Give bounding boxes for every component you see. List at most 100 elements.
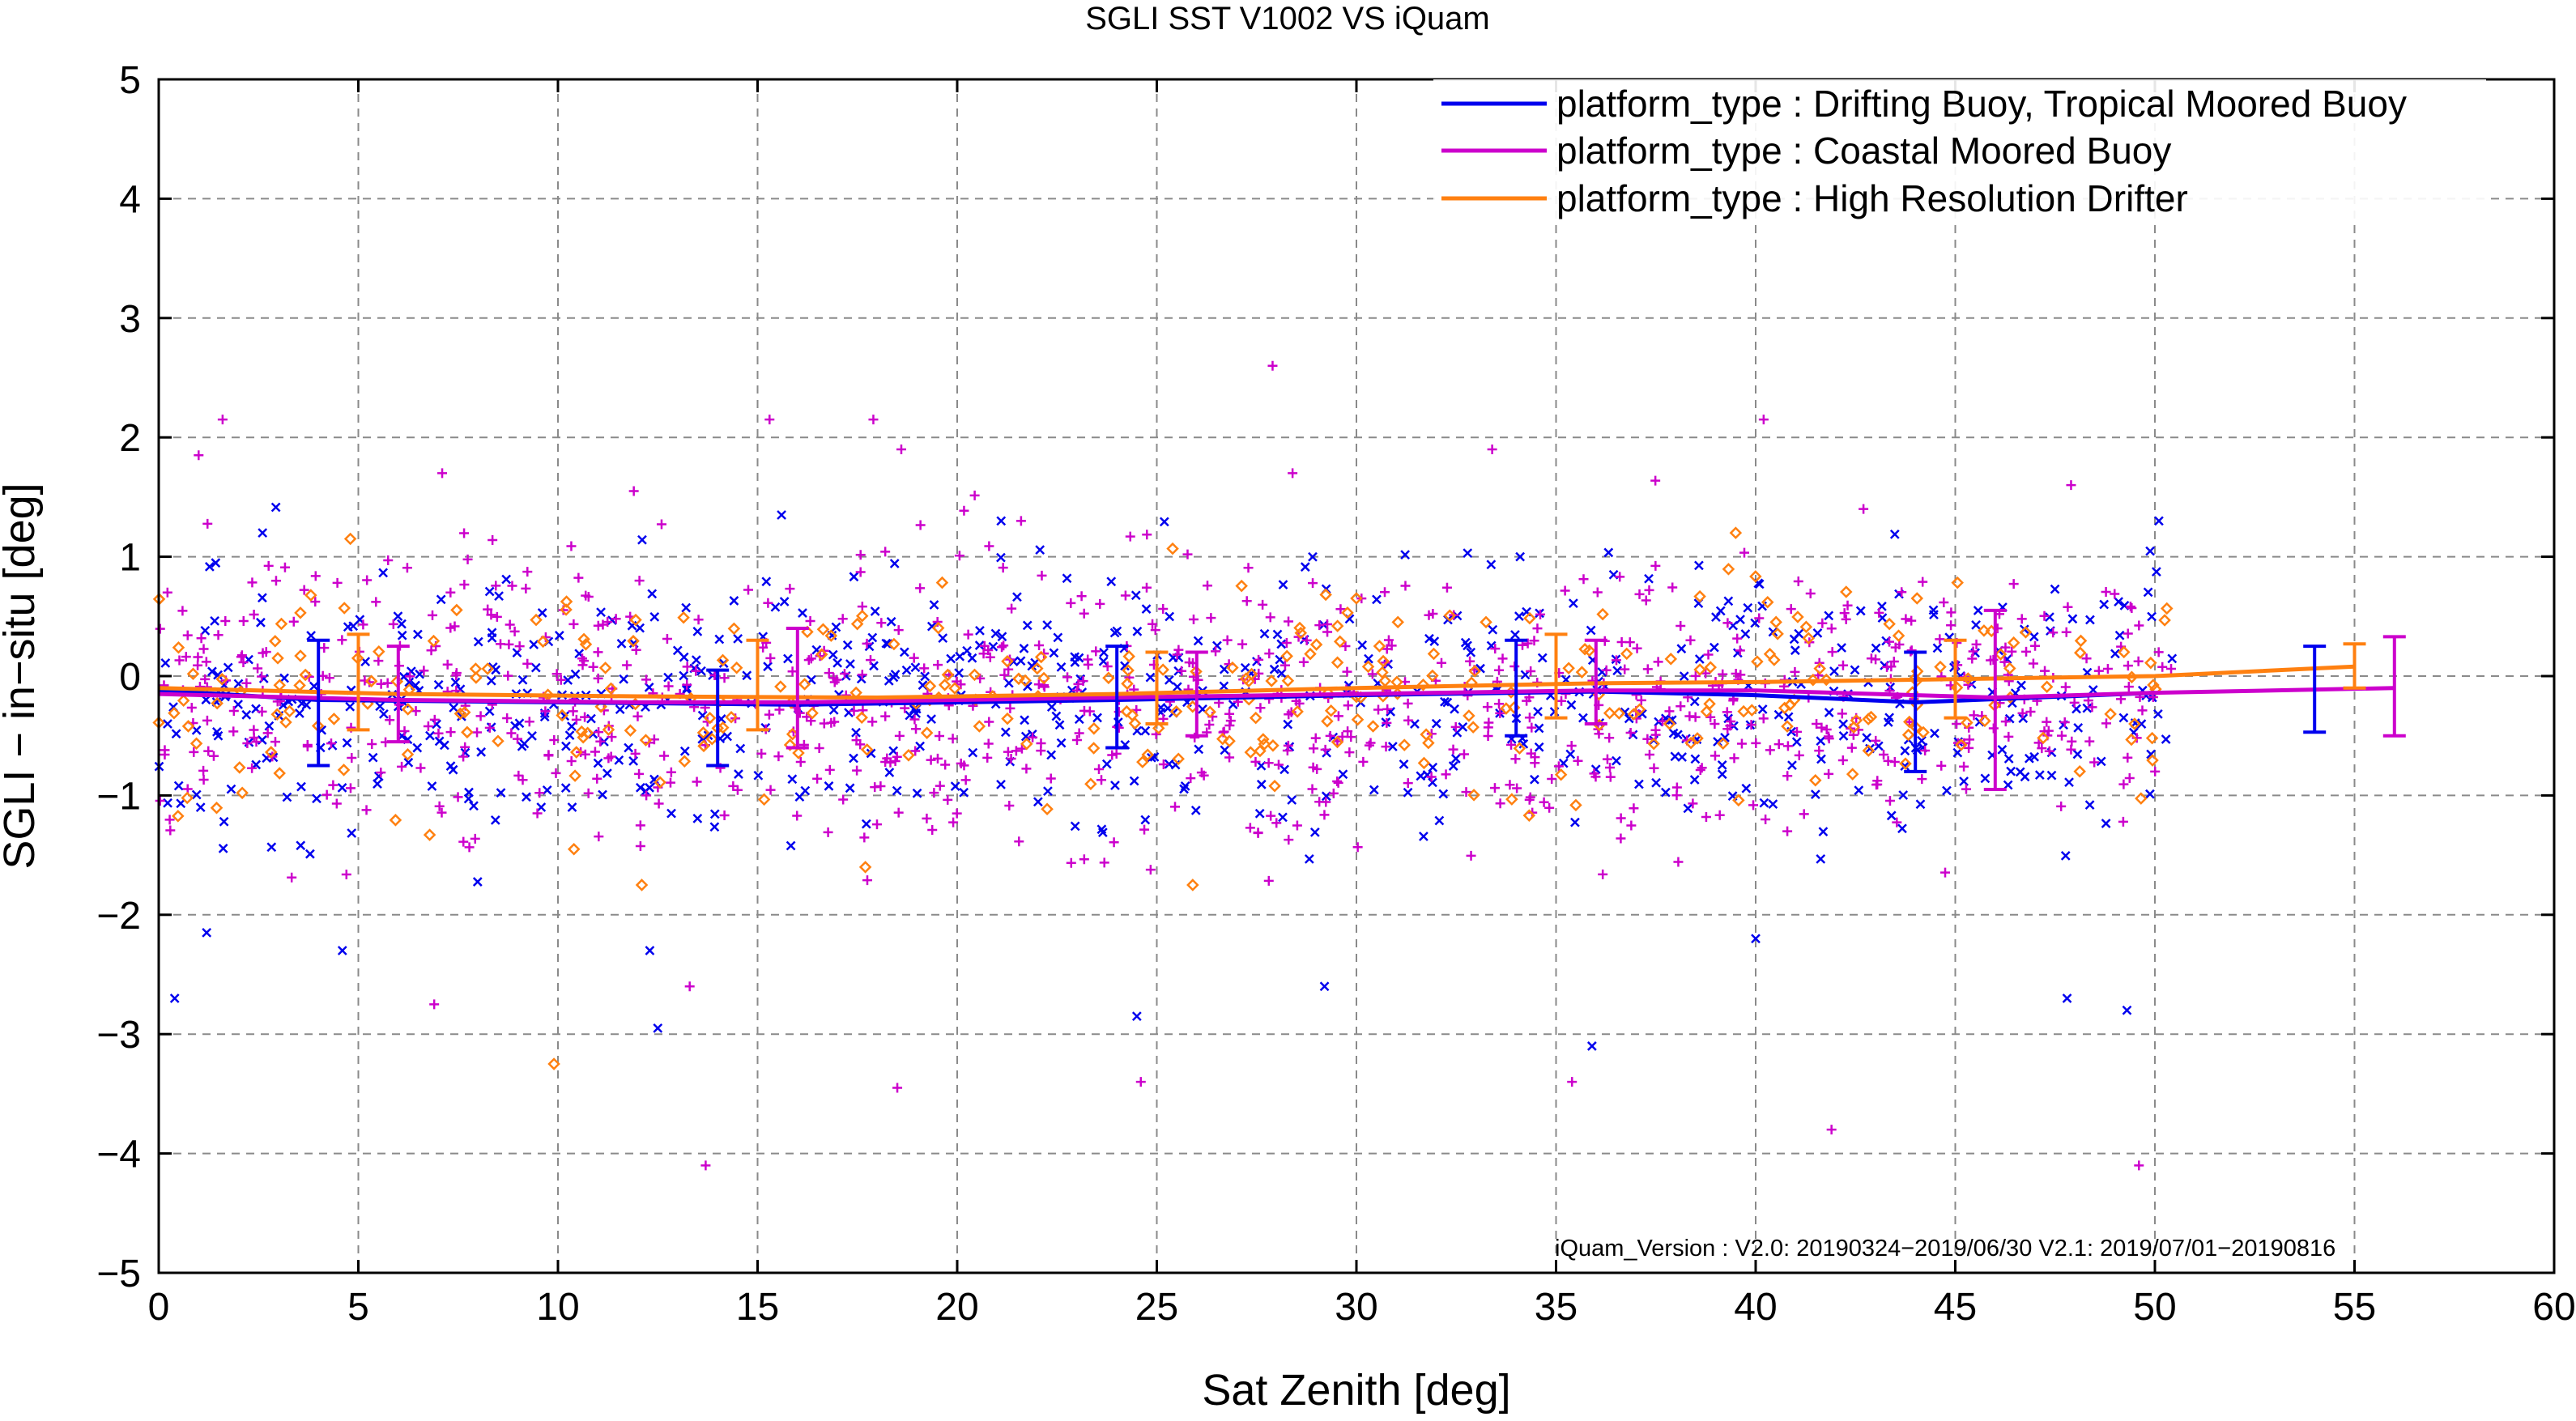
- data-point-545: [1526, 722, 1537, 733]
- data-point-824: [1748, 800, 1759, 810]
- data-point-567: [415, 763, 426, 773]
- data-point-579: [1092, 713, 1102, 723]
- data-point-582: [1383, 635, 1394, 645]
- data-point-163: [177, 606, 188, 616]
- data-point-876: [1598, 869, 1608, 879]
- data-point-98: [505, 619, 515, 630]
- data-point-326: [635, 879, 649, 891]
- data-point-356: [1250, 756, 1261, 767]
- data-point-177: [1443, 609, 1457, 623]
- data-point-354: [445, 623, 456, 633]
- data-point-771: [940, 759, 951, 770]
- data-point-782: [998, 563, 1008, 573]
- data-point-773: [693, 615, 704, 625]
- data-point-515: [510, 721, 520, 731]
- data-point-274: [362, 575, 373, 585]
- error-bar: [1944, 638, 1967, 720]
- data-point-70: [1570, 817, 1580, 827]
- data-point-6: [458, 836, 469, 847]
- data-point-78: [1206, 613, 1216, 623]
- data-point-420: [1736, 738, 1747, 749]
- data-point-535: [1255, 703, 1266, 713]
- data-point-81: [556, 674, 566, 685]
- data-point-239: [1121, 677, 1134, 691]
- data-point-153: [168, 706, 181, 720]
- data-point-288: [502, 713, 513, 723]
- data-point-693: [2123, 682, 2134, 692]
- data-point-326: [514, 718, 525, 729]
- data-point-204: [1514, 611, 1524, 621]
- data-point-850: [1095, 598, 1105, 609]
- data-point-907: [764, 415, 775, 425]
- data-point-285: [181, 720, 195, 733]
- data-point-123: [233, 761, 246, 774]
- data-point-61: [984, 717, 994, 727]
- data-point-67: [892, 751, 902, 762]
- data-point-204: [1951, 576, 1964, 589]
- data-point-424: [1021, 764, 1032, 774]
- data-point-8: [2101, 718, 2111, 729]
- data-point-662: [513, 734, 523, 744]
- data-point-285: [1328, 788, 1339, 798]
- data-point-412: [1034, 640, 1045, 651]
- data-point-329: [1838, 719, 1849, 730]
- data-point-132: [1791, 611, 1804, 623]
- data-point-106: [1700, 705, 1714, 718]
- data-point-149: [1513, 742, 1526, 755]
- data-point-841: [1782, 826, 1793, 836]
- data-point-535: [709, 822, 720, 832]
- data-point-183: [1790, 666, 1800, 677]
- data-point-76: [542, 785, 552, 795]
- data-point-444: [182, 630, 193, 640]
- data-point-429: [1043, 786, 1053, 796]
- data-point-659: [787, 774, 798, 785]
- data-point-704: [645, 946, 655, 955]
- data-point-294: [955, 651, 965, 662]
- data-point-318: [2127, 602, 2137, 613]
- data-point-325: [2123, 752, 2133, 763]
- y-tick-label: 0: [119, 656, 141, 699]
- data-point-244: [1001, 654, 1014, 668]
- data-point-849: [1824, 734, 1834, 744]
- data-point-767: [1253, 827, 1263, 838]
- data-point-145: [2110, 649, 2120, 659]
- data-point-314: [1759, 798, 1769, 808]
- data-point-807: [641, 674, 652, 685]
- data-point-368: [524, 717, 534, 727]
- data-point-128: [1935, 634, 1945, 645]
- data-point-510: [388, 619, 398, 629]
- data-point-253: [519, 738, 530, 749]
- data-point-587: [501, 574, 512, 585]
- data-point-902: [437, 468, 448, 479]
- data-point-130: [1321, 715, 1334, 728]
- data-point-184: [1084, 706, 1095, 717]
- data-point-696: [1056, 738, 1067, 748]
- data-point-543: [1605, 763, 1616, 773]
- data-point-393: [1980, 773, 1991, 784]
- data-point-914: [1758, 415, 1769, 425]
- data-point-557: [2064, 777, 2074, 788]
- data-point-646: [635, 782, 645, 793]
- data-point-340: [1448, 761, 1458, 771]
- data-point-259: [1917, 725, 1930, 739]
- data-point-153: [530, 662, 541, 673]
- data-point-308: [2061, 627, 2071, 637]
- data-point-41: [1463, 709, 1475, 722]
- data-point-268: [1278, 580, 1288, 589]
- data-point-162: [2114, 597, 2123, 607]
- x-tick-label: 55: [2333, 1286, 2376, 1329]
- data-point-5: [1159, 517, 1169, 527]
- data-point-672: [1173, 645, 1184, 655]
- data-point-221: [2018, 713, 2029, 724]
- error-bar: [1544, 632, 1568, 720]
- data-point-728: [1494, 665, 1505, 675]
- data-point-619: [1722, 724, 1733, 734]
- data-point-616: [959, 760, 969, 771]
- data-point-859: [382, 678, 393, 688]
- data-point-184: [703, 711, 717, 725]
- data-point-837: [299, 585, 309, 595]
- data-point-450: [1694, 560, 1704, 571]
- data-point-546: [1132, 626, 1143, 636]
- data-point-116: [1805, 588, 1816, 598]
- data-point-602: [1066, 857, 1076, 868]
